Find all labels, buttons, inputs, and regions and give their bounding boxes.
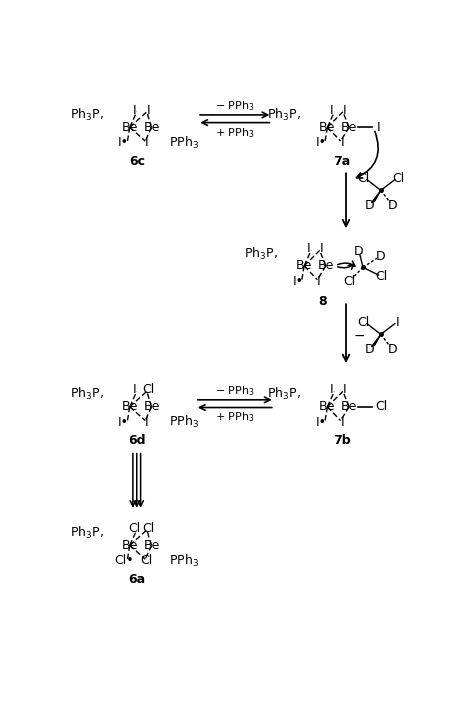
Text: Cl: Cl: [358, 172, 370, 184]
Text: D: D: [365, 343, 375, 356]
Text: 6c: 6c: [129, 155, 145, 168]
Text: Cl: Cl: [392, 172, 404, 184]
Text: Ph$_3$P,: Ph$_3$P,: [267, 107, 301, 123]
Text: I: I: [317, 275, 321, 287]
Text: Be: Be: [296, 259, 312, 273]
Text: Cl: Cl: [128, 522, 141, 535]
Text: 6d: 6d: [128, 434, 146, 447]
Text: $-$: $-$: [353, 327, 365, 341]
Text: 7b: 7b: [333, 434, 351, 447]
Text: PPh$_3$: PPh$_3$: [169, 135, 199, 151]
Text: $-$ PPh$_3$: $-$ PPh$_3$: [215, 100, 255, 114]
Text: I: I: [343, 104, 346, 117]
Text: Ph$_3$P,: Ph$_3$P,: [70, 525, 103, 541]
Text: D: D: [388, 343, 397, 356]
Text: Ph$_3$P,: Ph$_3$P,: [267, 386, 301, 402]
Text: I: I: [133, 104, 136, 117]
Text: I•: I•: [118, 136, 129, 149]
Text: Be: Be: [341, 400, 357, 414]
Text: PPh$_3$: PPh$_3$: [169, 552, 199, 569]
Text: Cl: Cl: [142, 383, 155, 396]
Text: Cl: Cl: [343, 275, 355, 287]
Text: 8: 8: [319, 294, 327, 308]
Text: I•: I•: [316, 136, 327, 149]
Polygon shape: [372, 334, 381, 347]
Text: Cl: Cl: [375, 400, 388, 414]
Text: Cl: Cl: [358, 315, 370, 329]
Text: Be: Be: [122, 121, 138, 134]
Text: I: I: [396, 315, 400, 329]
Text: Be: Be: [319, 121, 336, 134]
Text: Be: Be: [319, 400, 336, 414]
Text: I: I: [340, 416, 344, 428]
Text: Cl•: Cl•: [114, 554, 133, 567]
Text: Ph$_3$P,: Ph$_3$P,: [70, 386, 103, 402]
Text: I•: I•: [118, 416, 129, 428]
Text: Be: Be: [318, 259, 334, 273]
Text: I: I: [133, 383, 136, 396]
Text: I: I: [340, 136, 344, 149]
Text: Be: Be: [143, 121, 160, 134]
Text: Ph$_3$P,: Ph$_3$P,: [244, 245, 278, 261]
Text: Be: Be: [122, 400, 138, 414]
Text: 7a: 7a: [334, 155, 351, 168]
Text: I: I: [146, 104, 150, 117]
Text: Be: Be: [122, 539, 138, 552]
Text: I: I: [330, 104, 334, 117]
Text: D: D: [354, 245, 363, 259]
Text: I: I: [343, 383, 346, 396]
Text: Ph$_3$P,: Ph$_3$P,: [70, 107, 103, 123]
Text: Cl: Cl: [141, 554, 153, 567]
Text: PPh$_3$: PPh$_3$: [169, 414, 199, 430]
Text: $+$ PPh$_3$: $+$ PPh$_3$: [215, 125, 255, 139]
Text: I: I: [377, 121, 381, 134]
Text: I: I: [319, 243, 323, 255]
Text: Be: Be: [143, 400, 160, 414]
Text: I•: I•: [316, 416, 327, 428]
Text: Cl: Cl: [142, 522, 155, 535]
Text: Be: Be: [341, 121, 357, 134]
Text: D: D: [388, 199, 397, 212]
Text: Cl: Cl: [375, 270, 388, 283]
Text: I: I: [145, 416, 149, 428]
Text: 6a: 6a: [128, 573, 146, 586]
Text: D: D: [375, 250, 385, 263]
Text: I•: I•: [292, 275, 303, 287]
Text: D: D: [365, 199, 375, 212]
Text: I: I: [145, 136, 149, 149]
Text: $-$ PPh$_3$: $-$ PPh$_3$: [215, 384, 255, 398]
Polygon shape: [372, 191, 381, 203]
Text: Be: Be: [143, 539, 160, 552]
Text: $+$ PPh$_3$: $+$ PPh$_3$: [215, 411, 255, 424]
Text: I: I: [330, 383, 334, 396]
Text: I: I: [307, 243, 310, 255]
